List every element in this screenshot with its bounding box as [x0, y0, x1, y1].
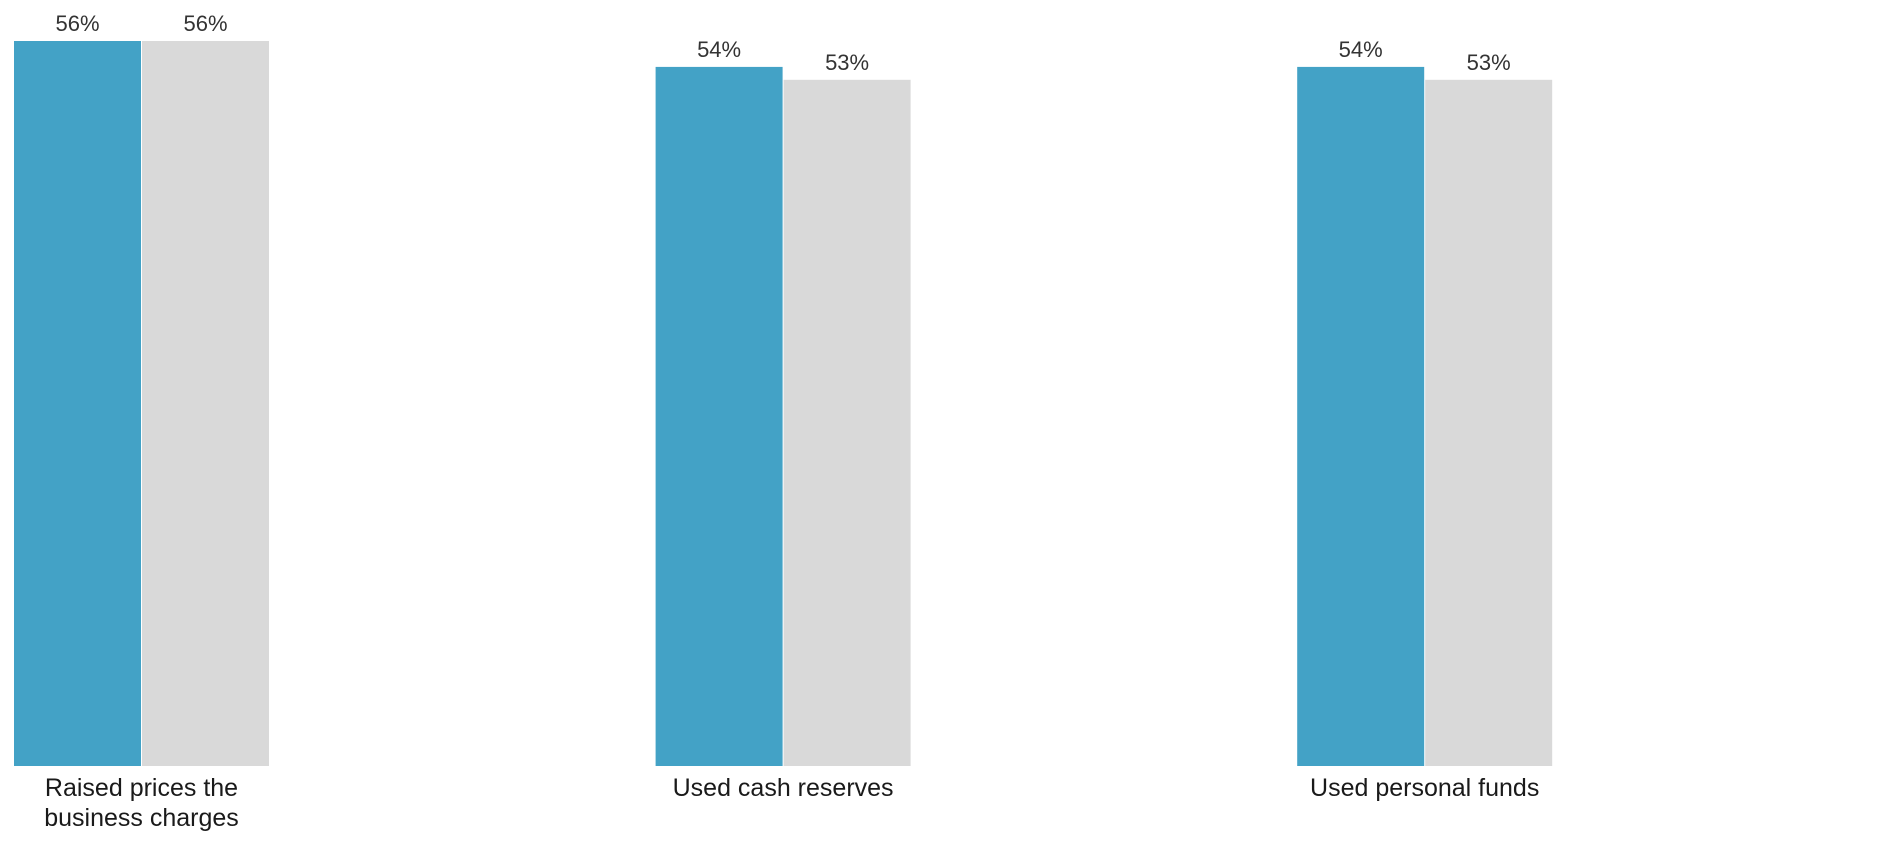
bar-blue-1 — [655, 66, 783, 766]
category-label: Used cash reserves — [673, 774, 894, 802]
bar-gray-0 — [142, 41, 269, 766]
category-label: Raised prices the — [45, 774, 238, 802]
value-labels-group: 56%56%54%53%54%53%36%42%28%32%25%23% — [55, 11, 1511, 75]
bar-gray-2 — [1425, 79, 1553, 767]
value-label: 56% — [183, 11, 227, 36]
value-label: 56% — [55, 11, 99, 36]
category-label: Used personal funds — [1310, 774, 1539, 802]
category-label: business charges — [44, 804, 239, 832]
value-label: 53% — [825, 50, 869, 75]
value-label: 53% — [1467, 50, 1511, 75]
value-label: 54% — [1339, 37, 1383, 62]
bar-gray-1 — [783, 79, 911, 767]
bar-blue-2 — [1297, 66, 1425, 766]
bar-blue-0 — [14, 41, 141, 766]
bars-group — [14, 41, 1553, 767]
value-label: 54% — [697, 37, 741, 62]
